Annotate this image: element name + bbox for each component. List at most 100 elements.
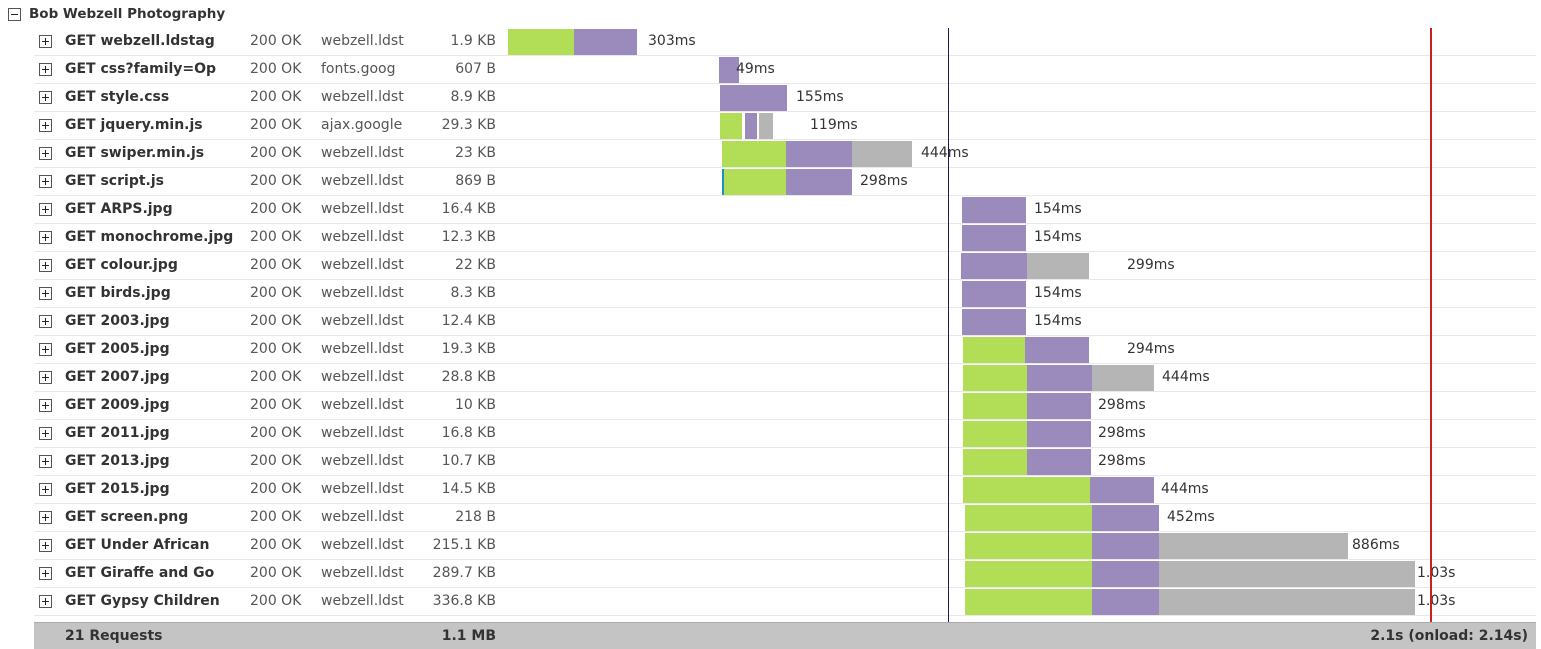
expand-icon[interactable] [39, 287, 52, 300]
timing-bar-purple [1025, 337, 1089, 363]
request-name: GET 2013.jpg [65, 453, 170, 469]
expand-icon[interactable] [39, 91, 52, 104]
timing-bar-green [965, 533, 1092, 559]
expand-icon[interactable] [39, 455, 52, 468]
request-name: GET 2011.jpg [65, 425, 170, 441]
timing-bar-purple [1027, 365, 1092, 391]
request-host: fonts.goog [321, 61, 396, 77]
request-row[interactable]: GET Giraffe and Go 200 OK webzell.ldst 289.… [34, 560, 1536, 588]
request-row[interactable]: GET script.js 200 OK webzell.ldst 869 B 298m… [34, 168, 1536, 196]
request-size: 869 B [455, 173, 496, 189]
request-row[interactable]: GET 2007.jpg 200 OK webzell.ldst 28.8 KB 444… [34, 364, 1536, 392]
expand-icon[interactable] [39, 511, 52, 524]
timing-bar-purple [962, 197, 1026, 223]
request-size: 23 KB [454, 145, 496, 161]
request-name: GET Giraffe and Go [65, 565, 215, 581]
timing-bar-purple [719, 57, 739, 83]
request-host: webzell.ldst [321, 537, 404, 553]
expand-icon[interactable] [39, 539, 52, 552]
expand-icon[interactable] [39, 175, 52, 188]
request-row[interactable]: GET colour.jpg 200 OK webzell.ldst 22 KB 299… [34, 252, 1536, 280]
expand-icon[interactable] [39, 147, 52, 160]
request-duration: 299ms [1127, 257, 1175, 273]
expand-icon[interactable] [39, 427, 52, 440]
request-row[interactable]: GET Gypsy Children 200 OK webzell.ldst 336.… [34, 588, 1536, 616]
request-status: 200 OK [250, 89, 302, 105]
request-host: webzell.ldst [321, 565, 404, 581]
request-size: 16.8 KB [441, 425, 496, 441]
request-row[interactable]: GET monochrome.jpg 200 OK webzell.ldst 12.3… [34, 224, 1536, 252]
request-status: 200 OK [250, 425, 302, 441]
timing-bar-green [963, 393, 1027, 419]
request-name: GET style.css [65, 89, 170, 105]
timing-bar-grey [1159, 589, 1415, 615]
request-name: GET 2007.jpg [65, 369, 170, 385]
request-host: ajax.google [321, 117, 403, 133]
request-status: 200 OK [250, 257, 302, 273]
expand-icon[interactable] [39, 567, 52, 580]
expand-icon[interactable] [39, 63, 52, 76]
request-row[interactable]: GET 2005.jpg 200 OK webzell.ldst 19.3 KB 294… [34, 336, 1536, 364]
request-name: GET colour.jpg [65, 257, 178, 273]
request-count: 21 Requests [65, 628, 163, 644]
request-host: webzell.ldst [321, 33, 404, 49]
request-name: GET screen.png [65, 509, 189, 525]
group-title: Bob Webzell Photography [29, 6, 226, 22]
expand-icon[interactable] [39, 399, 52, 412]
request-size: 12.3 KB [441, 229, 496, 245]
request-status: 200 OK [250, 313, 302, 329]
request-row[interactable]: GET style.css 200 OK webzell.ldst 8.9 KB 155… [34, 84, 1536, 112]
expand-icon[interactable] [39, 259, 52, 272]
request-duration: 886ms [1352, 537, 1400, 553]
expand-icon[interactable] [39, 35, 52, 48]
request-size: 10.7 KB [441, 453, 496, 469]
timing-bar-purple [786, 169, 852, 195]
request-duration: 154ms [1034, 229, 1082, 245]
request-status: 200 OK [250, 117, 302, 133]
expand-icon[interactable] [39, 483, 52, 496]
timing-bar-purple [1092, 561, 1159, 587]
request-row[interactable]: GET Under African 200 OK webzell.ldst 215.1… [34, 532, 1536, 560]
request-host: webzell.ldst [321, 341, 404, 357]
request-row[interactable]: GET jquery.min.js 200 OK ajax.google 29.3 K… [34, 112, 1536, 140]
request-status: 200 OK [250, 145, 302, 161]
request-row[interactable]: GET birds.jpg 200 OK webzell.ldst 8.3 KB 154… [34, 280, 1536, 308]
request-status: 200 OK [250, 397, 302, 413]
request-duration: 298ms [1098, 397, 1146, 413]
timing-bar-purple [786, 141, 852, 167]
request-row[interactable]: GET 2011.jpg 200 OK webzell.ldst 16.8 KB 298… [34, 420, 1536, 448]
request-row[interactable]: GET css?family=Op 200 OK fonts.goog 607 B 49… [34, 56, 1536, 84]
expand-icon[interactable] [39, 203, 52, 216]
request-duration: 154ms [1034, 285, 1082, 301]
request-host: webzell.ldst [321, 313, 404, 329]
request-row[interactable]: GET screen.png 200 OK webzell.ldst 218 B 452… [34, 504, 1536, 532]
request-row[interactable]: GET 2009.jpg 200 OK webzell.ldst 10 KB 298ms [34, 392, 1536, 420]
expand-icon[interactable] [39, 315, 52, 328]
request-duration: 303ms [648, 33, 696, 49]
request-row[interactable]: GET 2003.jpg 200 OK webzell.ldst 12.4 KB 154… [34, 308, 1536, 336]
request-row[interactable]: GET ARPS.jpg 200 OK webzell.ldst 16.4 KB 154… [34, 196, 1536, 224]
request-size: 12.4 KB [441, 313, 496, 329]
request-row[interactable]: GET 2013.jpg 200 OK webzell.ldst 10.7 KB 298… [34, 448, 1536, 476]
request-status: 200 OK [250, 285, 302, 301]
request-row[interactable]: GET swiper.min.js 200 OK webzell.ldst 23 KB… [34, 140, 1536, 168]
timing-bar-purple [962, 281, 1026, 307]
timing-bar-purple [1090, 477, 1154, 503]
collapse-icon[interactable] [8, 7, 21, 21]
expand-icon[interactable] [39, 343, 52, 356]
request-host: webzell.ldst [321, 201, 404, 217]
dom-content-loaded-line [948, 28, 949, 622]
expand-icon[interactable] [39, 119, 52, 132]
request-row[interactable]: GET webzell.ldstag 200 OK webzell.ldst 1.9 … [34, 28, 1536, 56]
request-duration: 155ms [796, 89, 844, 105]
group-header[interactable]: Bob Webzell Photography [8, 4, 225, 24]
request-size: 336.8 KB [432, 593, 496, 609]
expand-icon[interactable] [39, 231, 52, 244]
expand-icon[interactable] [39, 595, 52, 608]
request-duration: 294ms [1127, 341, 1175, 357]
request-row[interactable]: GET 2015.jpg 200 OK webzell.ldst 14.5 KB 444… [34, 476, 1536, 504]
request-status: 200 OK [250, 369, 302, 385]
expand-icon[interactable] [39, 371, 52, 384]
request-host: webzell.ldst [321, 453, 404, 469]
request-name: GET Under African [65, 537, 210, 553]
